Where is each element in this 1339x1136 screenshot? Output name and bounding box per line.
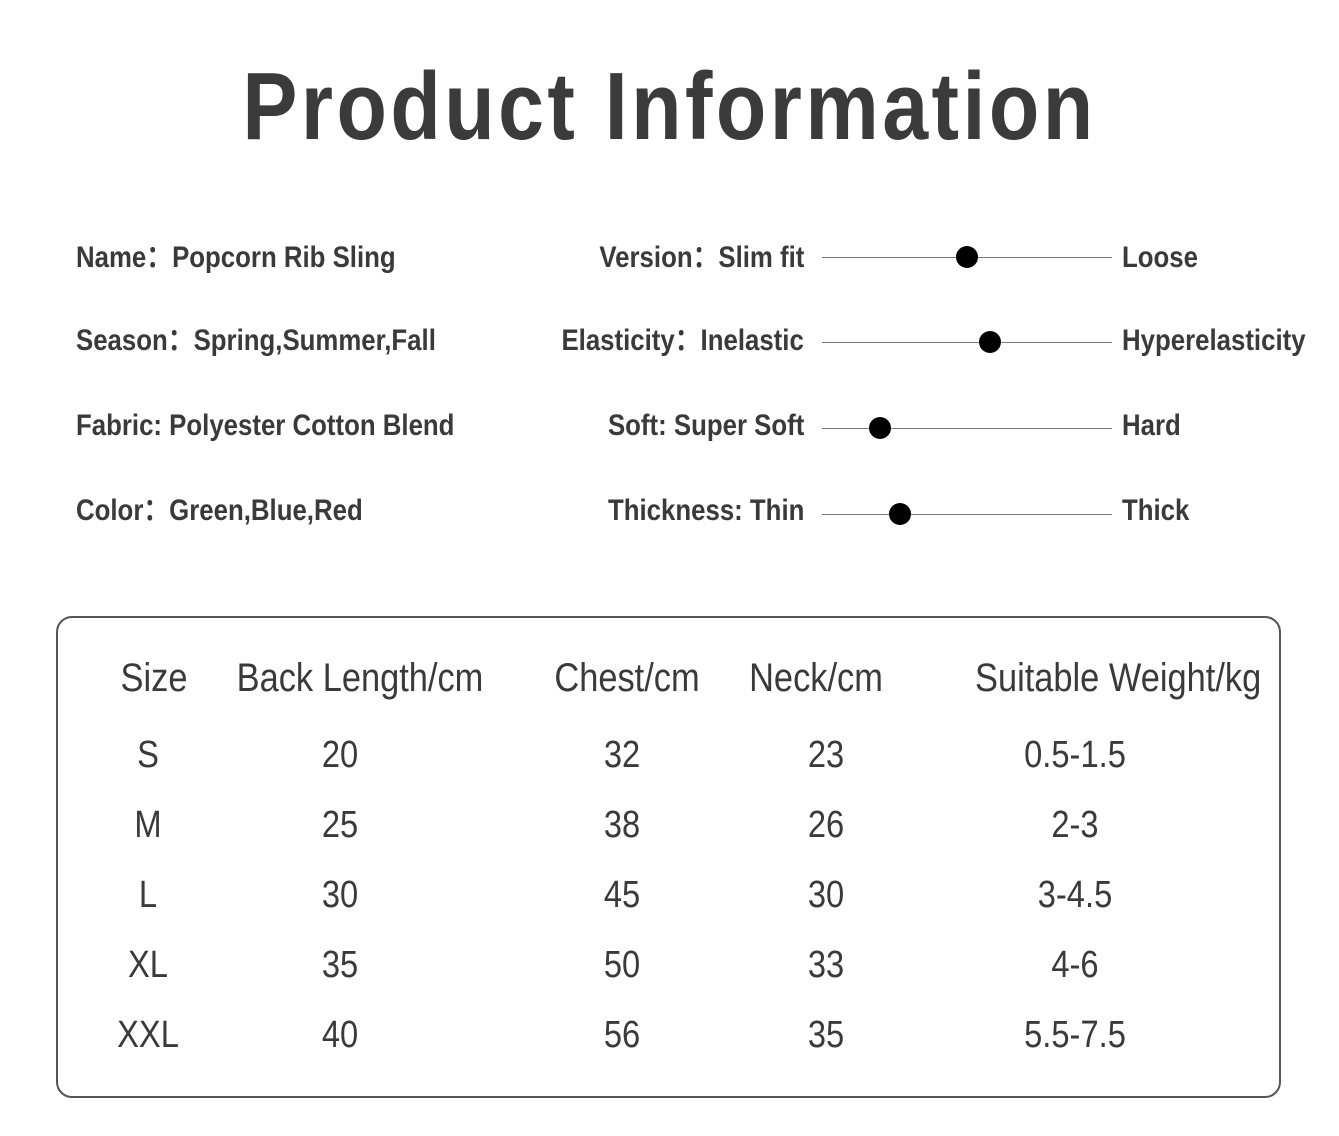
slider-version-label: Version：Slim fit [598, 241, 804, 274]
row-xl-neck: 33 [807, 944, 845, 986]
row-xxl-neck: 35 [807, 1014, 845, 1056]
row-s-neck: 23 [807, 734, 845, 776]
slider-thickness-dot [889, 503, 912, 525]
row-s-weight: 0.5-1.5 [1024, 734, 1126, 776]
row-xxl-back-length: 40 [321, 1014, 359, 1056]
slider-elasticity-dot [979, 331, 1002, 353]
spec-name: Name：Popcorn Rib Sling [76, 241, 396, 274]
slider-thickness-end-label: Thick [1122, 494, 1190, 527]
slider-soft-end-label: Hard [1122, 409, 1181, 442]
header-back-length: Back Length/cm [236, 656, 484, 700]
row-xl-back-length: 35 [321, 944, 359, 986]
row-xl-weight: 4-6 [1051, 944, 1099, 986]
slider-elasticity-track [822, 331, 1112, 353]
row-l-back-length: 30 [321, 874, 359, 916]
slider-soft-track [822, 417, 1112, 439]
row-xxl-weight: 5.5-7.5 [1024, 1014, 1126, 1056]
row-xl-chest: 50 [603, 944, 641, 986]
slider-version-track [822, 246, 1112, 268]
row-m-size: M [134, 804, 162, 846]
row-m-back-length: 25 [321, 804, 359, 846]
spec-fabric: Fabric: Polyester Cotton Blend [76, 409, 455, 442]
size-table: Size Back Length/cm Chest/cm Neck/cm Sui… [56, 616, 1281, 1098]
slider-soft-label: Soft: Super Soft [607, 409, 804, 442]
row-l-weight: 3-4.5 [1037, 874, 1113, 916]
row-s-chest: 32 [603, 734, 641, 776]
row-xl-size: XL [128, 944, 168, 986]
slider-version-end-label: Loose [1122, 241, 1198, 274]
row-s-back-length: 20 [321, 734, 359, 776]
slider-thickness-label: Thickness: Thin [607, 494, 804, 527]
slider-thickness-track [822, 503, 1112, 525]
row-xxl-size: XXL [117, 1014, 179, 1056]
spec-season: Season：Spring,Summer,Fall [76, 324, 436, 357]
slider-version-dot [956, 246, 978, 268]
header-size: Size [120, 656, 188, 700]
slider-elasticity-label: Elasticity：Inelastic [561, 324, 804, 357]
row-l-neck: 30 [807, 874, 845, 916]
row-m-chest: 38 [603, 804, 641, 846]
slider-soft-dot [869, 417, 891, 439]
row-m-neck: 26 [807, 804, 845, 846]
spec-color: Color：Green,Blue,Red [76, 494, 363, 527]
header-neck: Neck/cm [749, 656, 883, 700]
page-title: Product Information [242, 53, 1097, 160]
header-chest: Chest/cm [554, 656, 700, 700]
row-l-chest: 45 [603, 874, 641, 916]
row-m-weight: 2-3 [1051, 804, 1099, 846]
row-xxl-chest: 56 [603, 1014, 641, 1056]
row-s-size: S [137, 734, 159, 776]
header-suitable-weight: Suitable Weight/kg [975, 656, 1262, 700]
row-l-size: L [138, 874, 158, 916]
slider-elasticity-end-label: Hyperelasticity [1122, 324, 1306, 357]
